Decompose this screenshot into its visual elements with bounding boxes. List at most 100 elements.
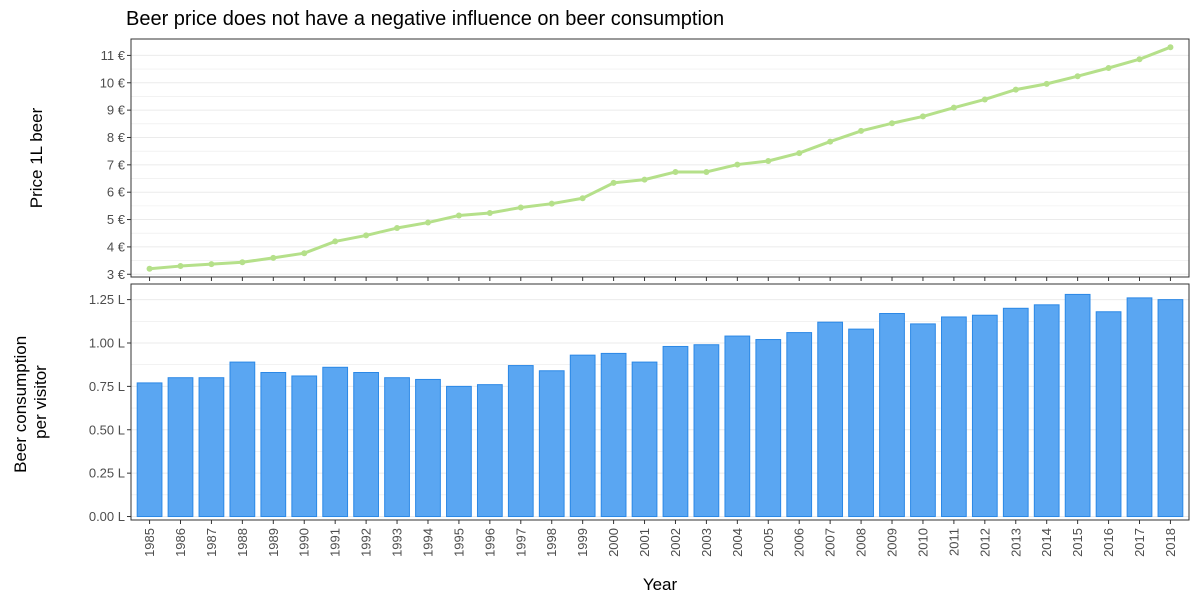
price-point xyxy=(827,138,834,145)
price-point xyxy=(950,104,957,111)
price-point xyxy=(208,261,215,268)
price-panel-border xyxy=(130,38,1190,278)
price-y-tick-label: 4 € xyxy=(107,239,126,254)
year-tick-label: 2017 xyxy=(1132,528,1147,557)
year-tick-label: 1988 xyxy=(235,528,250,557)
consumption-bar xyxy=(879,313,905,518)
year-tick-label: 1986 xyxy=(173,528,188,557)
consumption-bar xyxy=(1033,304,1060,518)
consumption-bar xyxy=(353,372,379,518)
price-point xyxy=(858,127,865,134)
price-y-axis-title: Price 1L beer xyxy=(27,107,46,208)
consumption-bar xyxy=(291,375,318,518)
consumption-panel: 0.00 L 0.25 L 0.50 L 0.75 L 1.00 L 1.25 L 198… xyxy=(11,283,1190,594)
consumption-bar xyxy=(817,321,844,518)
year-tick-label: 1991 xyxy=(328,528,343,557)
consumption-bars xyxy=(136,293,1184,518)
consumption-bar xyxy=(755,339,782,518)
year-tick-label: 2018 xyxy=(1163,528,1178,557)
consumption-bar xyxy=(786,332,813,518)
price-point xyxy=(548,200,555,207)
year-tick-label: 2000 xyxy=(606,528,621,557)
consumption-bar xyxy=(600,352,627,518)
price-y-tick-label: 5 € xyxy=(107,212,126,227)
price-point xyxy=(641,176,648,183)
year-tick-label: 2016 xyxy=(1101,528,1116,557)
consumption-bar xyxy=(476,384,503,518)
chart-title: Beer price does not have a negative infl… xyxy=(126,8,724,30)
price-point xyxy=(889,120,896,127)
consumption-y-tick-label: 0.25 L xyxy=(89,466,125,481)
price-point xyxy=(981,96,988,103)
year-tick-label: 2004 xyxy=(730,528,745,557)
year-tick-label: 1995 xyxy=(451,528,466,557)
consumption-bar xyxy=(1095,311,1122,518)
consumption-panel-border xyxy=(130,283,1190,521)
price-series xyxy=(146,44,1174,272)
year-tick-label: 2007 xyxy=(823,528,838,557)
price-point xyxy=(734,161,741,168)
price-point xyxy=(796,150,803,157)
year-tick-label: 1993 xyxy=(390,528,405,557)
price-point xyxy=(270,254,277,261)
year-tick-label: 2012 xyxy=(977,528,992,557)
consumption-bar xyxy=(569,354,596,518)
consumption-y-axis: 0.00 L 0.25 L 0.50 L 0.75 L 1.00 L 1.25 L xyxy=(89,292,131,524)
consumption-y-tick-label: 1.25 L xyxy=(89,292,125,307)
consumption-y-tick-label: 1.00 L xyxy=(89,336,125,351)
price-point xyxy=(1167,44,1174,51)
consumption-bar xyxy=(167,377,194,518)
consumption-bar xyxy=(538,370,565,518)
price-point xyxy=(1105,64,1112,71)
consumption-bar xyxy=(260,372,287,518)
price-gridlines xyxy=(131,54,1189,275)
price-point xyxy=(579,195,586,202)
price-y-tick-label: 10 € xyxy=(100,75,126,90)
year-tick-label: 1999 xyxy=(575,528,590,557)
price-point xyxy=(424,219,431,226)
price-line xyxy=(149,45,1171,271)
consumption-y-tick-label: 0.00 L xyxy=(89,509,125,524)
consumption-bar xyxy=(384,377,410,518)
year-tick-label: 2006 xyxy=(792,528,807,557)
price-y-tick-label: 9 € xyxy=(107,103,126,118)
year-tick-label: 1985 xyxy=(142,528,157,557)
price-point xyxy=(394,225,401,232)
consumption-bar xyxy=(415,378,441,518)
price-point xyxy=(239,259,246,266)
year-tick-label: 2005 xyxy=(761,528,776,557)
year-tick-label: 1992 xyxy=(359,528,374,557)
consumption-y-axis-title: Beer consumption per visitor xyxy=(11,331,50,473)
consumption-bar xyxy=(198,377,225,518)
price-x-ticks xyxy=(149,277,1171,281)
price-point xyxy=(517,204,524,211)
consumption-y-axis-title-line-2: per visitor xyxy=(31,365,50,439)
price-point xyxy=(146,265,153,272)
consumption-bar xyxy=(724,335,751,518)
consumption-bar xyxy=(693,344,720,518)
consumption-x-axis: 1985 1986 1987 1988 1989 1990 1991 1992 1993 1994… xyxy=(142,520,1178,557)
price-point xyxy=(1074,73,1081,80)
year-tick-label: 2011 xyxy=(946,528,961,556)
consumption-y-tick-label: 0.50 L xyxy=(89,422,125,437)
price-y-tick-label: 7 € xyxy=(107,157,126,172)
consumption-bar xyxy=(941,316,967,518)
consumption-gridlines xyxy=(131,299,1189,518)
price-point xyxy=(486,209,493,216)
price-y-tick-label: 11 € xyxy=(101,48,126,63)
consumption-bar xyxy=(1064,293,1091,518)
consumption-bar xyxy=(848,328,874,518)
price-point xyxy=(610,179,617,186)
consumption-bar xyxy=(507,365,534,518)
consumption-bar xyxy=(910,323,936,518)
price-y-axis: 3 € 4 € 5 € 6 € 7 € 8 € 9 € 10 € 11 € xyxy=(100,48,131,282)
consumption-y-axis-title-line-1: Beer consumption xyxy=(11,336,30,473)
price-y-tick-label: 3 € xyxy=(107,267,126,282)
price-point xyxy=(301,250,308,257)
consumption-bar xyxy=(136,382,163,518)
price-point xyxy=(703,168,710,175)
consumption-bar xyxy=(229,361,256,518)
year-tick-label: 1989 xyxy=(266,528,281,557)
consumption-bar xyxy=(1157,299,1184,518)
price-point xyxy=(177,263,184,270)
